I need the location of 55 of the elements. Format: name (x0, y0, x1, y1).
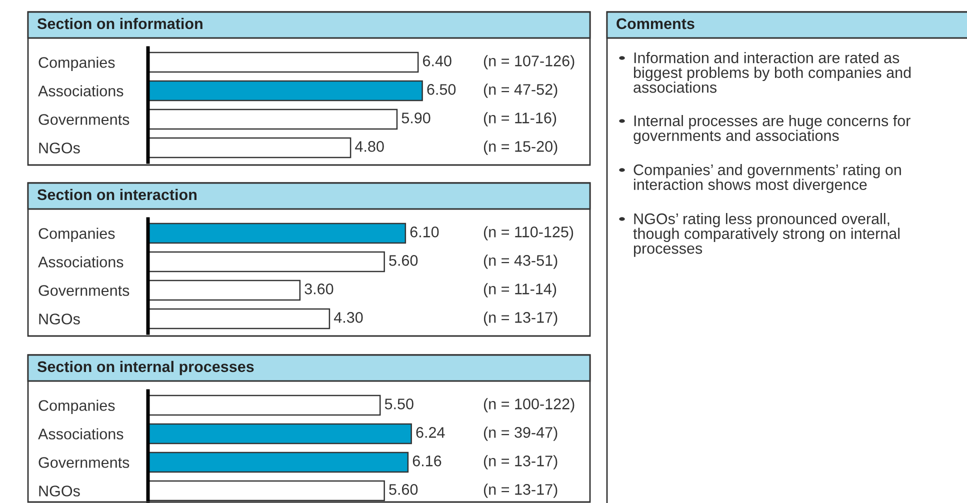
y-tick-label: NGOs (39, 314, 80, 324)
text: (n = 13-17) (484, 484, 558, 498)
y-tick-label: Associations (38, 256, 124, 268)
data-label: 5.60 (389, 255, 418, 266)
text: NGOs’ rating less pronounced overall, though comparatively strong on internal processes (633, 213, 900, 257)
text: (n = 100-122) (484, 398, 574, 412)
y-tick-label: Companies (38, 56, 115, 71)
y-tick-label: Companies (38, 400, 115, 414)
text: Companies’ and governments’ rating on interaction shows most divergence (634, 164, 901, 194)
data-label: 6.24 (416, 427, 445, 438)
bar (148, 251, 385, 272)
text: (n = 47-52) (484, 84, 558, 98)
bar (148, 52, 419, 73)
bar (148, 280, 301, 301)
bar (148, 308, 330, 330)
bar (148, 452, 409, 473)
chart-title: Section on internal processes (37, 360, 254, 376)
data-label: 5.50 (384, 398, 414, 410)
text: (n = 43-51) (484, 254, 558, 269)
text: (n = 15-20) (484, 140, 558, 155)
text: (n = 110-125) (484, 226, 574, 240)
chart-title: Section on interaction (37, 188, 196, 200)
bar (148, 80, 423, 102)
text: Internal processes are huge concerns for governments and associations (634, 115, 910, 144)
y-tick-label: NGOs (39, 142, 80, 154)
text: (n = 107-126) (484, 55, 574, 70)
y-tick-label: Governments (38, 114, 130, 125)
y-tick-label: Companies (38, 228, 115, 242)
text: Information and interaction are rated as biggest problems by both companies and associations (634, 52, 911, 93)
bar (148, 423, 412, 444)
text: (n = 39-47) (484, 426, 558, 441)
data-label: 3.60 (304, 284, 334, 294)
data-label: 6.50 (427, 84, 456, 95)
y-tick-label: Associations (38, 428, 124, 440)
data-label: 6.40 (423, 56, 452, 66)
text: (n = 13-17) (484, 312, 558, 326)
y-tick-label: Governments (38, 457, 130, 468)
y-tick-label: Associations (38, 85, 124, 96)
data-label: 6.10 (410, 226, 439, 238)
data-label: 5.60 (389, 484, 418, 495)
chart-title: Section on information (37, 18, 202, 30)
y-tick-label: Governments (38, 285, 130, 296)
text: (n = 11-14) (484, 283, 556, 298)
bar (148, 108, 398, 130)
bar (148, 222, 406, 244)
data-label: 4.80 (355, 141, 384, 152)
y-tick-label: NGOs (39, 486, 80, 496)
data-label: 4.30 (334, 312, 363, 323)
bar (148, 137, 352, 158)
text: Comments (616, 18, 694, 30)
bar (148, 394, 381, 416)
data-label: 5.90 (402, 112, 430, 124)
text: (n = 11-16) (484, 112, 556, 126)
text: (n = 13-17) (484, 455, 558, 470)
data-label: 6.16 (412, 456, 442, 466)
